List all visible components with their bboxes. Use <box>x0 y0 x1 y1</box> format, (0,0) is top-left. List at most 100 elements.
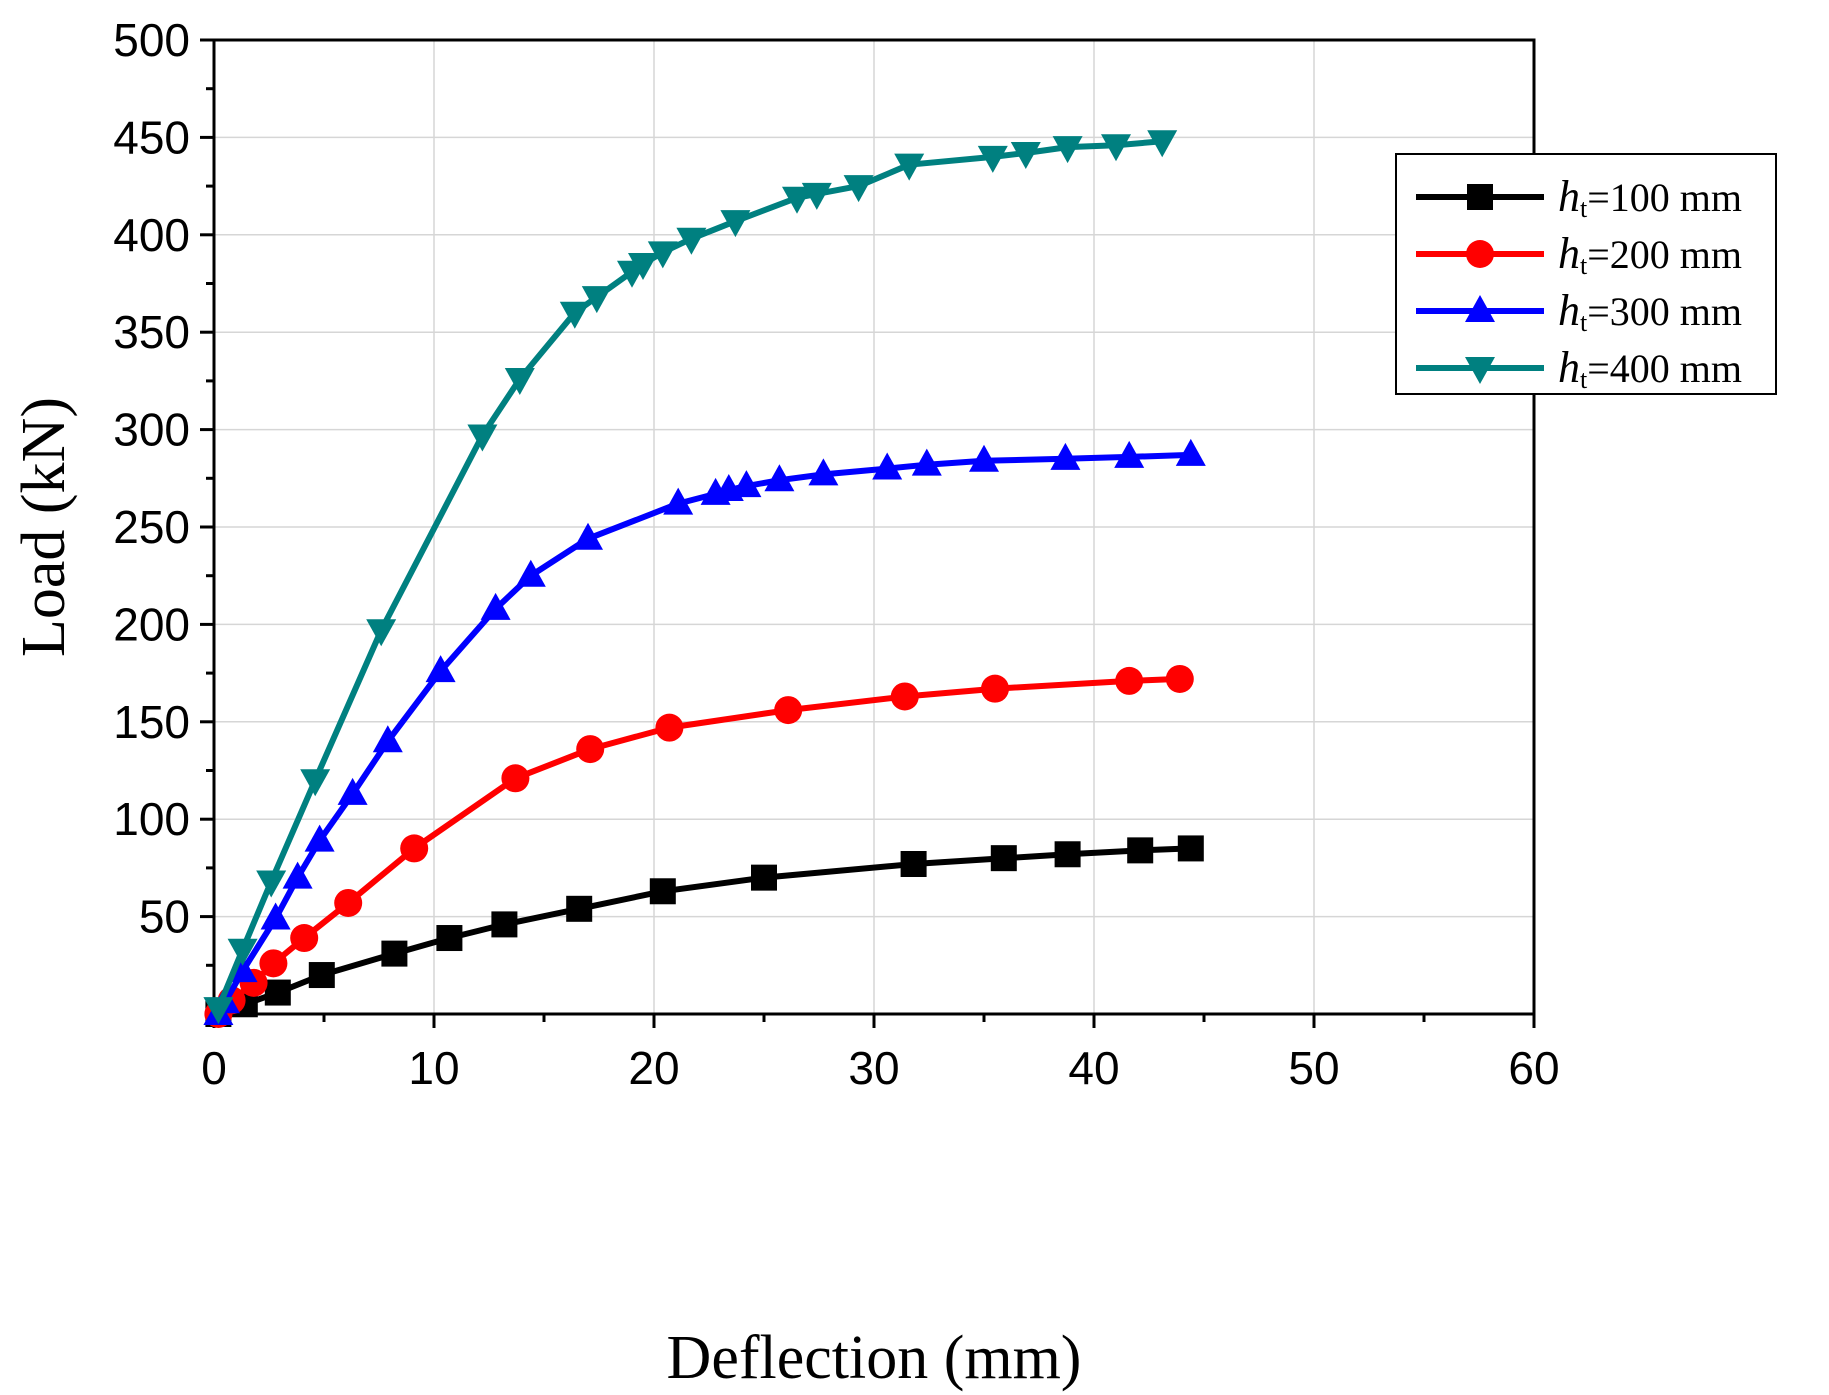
data-point <box>264 979 291 1006</box>
x-tick-label: 0 <box>201 1042 227 1094</box>
legend-label: ht=200 mm <box>1558 229 1742 280</box>
data-point <box>900 851 927 878</box>
data-point <box>308 962 335 989</box>
data-point <box>1147 130 1178 158</box>
data-point <box>436 925 463 952</box>
axis-ticks: 0 10 20 30 40 50 60 50 100 150 200 250 300 350 400 450 5… <box>113 14 1559 1094</box>
legend-swatch-marker <box>1466 240 1494 268</box>
y-axis-title: Load (kN) <box>10 397 78 657</box>
data-point <box>981 674 1009 703</box>
y-tick-label: 50 <box>139 891 190 943</box>
data-point <box>372 725 403 753</box>
data-point <box>501 764 530 793</box>
legend-item: ht=300 mm <box>1416 286 1742 337</box>
x-axis-title: Deflection (mm) <box>667 1324 1082 1392</box>
legend-label: ht=300 mm <box>1558 286 1742 337</box>
series-layer <box>203 130 1206 1028</box>
data-point <box>764 464 795 492</box>
data-point <box>872 452 903 480</box>
data-point <box>203 997 234 1025</box>
data-point <box>1114 440 1145 468</box>
data-point <box>1054 841 1081 868</box>
data-point <box>480 592 511 620</box>
y-tick-label: 500 <box>113 14 190 66</box>
series-4 <box>203 130 1178 1025</box>
data-point <box>1050 442 1081 470</box>
x-tick-label: 20 <box>628 1042 679 1094</box>
legend-label: ht=100 mm <box>1558 172 1742 223</box>
series-1 <box>205 835 1204 1027</box>
data-point <box>581 286 612 314</box>
data-point <box>290 924 319 953</box>
data-point <box>566 895 593 922</box>
data-point <box>576 735 605 764</box>
data-point <box>400 834 429 863</box>
legend-item: ht=200 mm <box>1416 229 1742 280</box>
data-point <box>491 911 518 938</box>
data-point <box>227 938 258 966</box>
data-point <box>1101 134 1131 162</box>
data-point <box>504 367 535 395</box>
data-point <box>304 824 335 852</box>
x-tick-label: 10 <box>408 1042 459 1094</box>
data-point <box>969 444 999 472</box>
data-point <box>628 253 658 281</box>
legend-swatch-marker <box>1465 295 1495 322</box>
y-tick-label: 150 <box>113 696 190 748</box>
data-point <box>381 940 408 967</box>
data-point <box>655 713 684 742</box>
x-tick-label: 50 <box>1288 1042 1339 1094</box>
data-point <box>1165 664 1194 693</box>
legend-item: ht=400 mm <box>1416 343 1742 394</box>
y-tick-label: 450 <box>113 111 190 163</box>
data-point <box>751 864 777 891</box>
legend: ht=100 mm ht=200 mm ht=300 mm ht=400 mm <box>1395 153 1777 395</box>
data-point <box>720 210 751 238</box>
data-point <box>890 682 919 711</box>
x-tick-label: 60 <box>1508 1042 1559 1094</box>
y-tick-label: 100 <box>113 793 190 845</box>
data-point <box>1175 438 1206 466</box>
data-point <box>911 448 942 476</box>
data-point <box>1115 666 1144 695</box>
data-point <box>573 522 603 550</box>
legend-swatch-marker <box>1467 184 1493 210</box>
legend-label: ht=400 mm <box>1558 343 1742 394</box>
data-point <box>774 696 803 725</box>
data-point <box>1177 835 1204 862</box>
data-point <box>649 878 676 905</box>
data-point <box>782 186 812 214</box>
data-point <box>843 175 874 203</box>
data-point <box>801 182 832 210</box>
y-tick-label: 250 <box>113 501 190 553</box>
data-point <box>731 470 762 498</box>
data-point <box>990 845 1017 872</box>
data-point <box>260 902 291 930</box>
data-point <box>676 227 707 255</box>
data-point <box>894 153 925 181</box>
series-2 <box>204 664 1194 1028</box>
data-point <box>259 949 288 978</box>
data-point <box>977 145 1008 173</box>
data-point <box>1052 136 1083 164</box>
y-tick-label: 300 <box>113 404 190 456</box>
data-point <box>663 487 694 515</box>
data-point <box>647 241 678 269</box>
data-point <box>425 655 456 683</box>
data-point <box>1010 141 1041 169</box>
y-tick-label: 350 <box>113 306 190 358</box>
legend-item: ht=100 mm <box>1416 172 1742 223</box>
data-point <box>300 769 331 797</box>
data-point <box>282 861 313 889</box>
data-point <box>334 888 363 917</box>
data-point <box>467 424 498 452</box>
data-point <box>366 619 397 647</box>
x-tick-label: 40 <box>1068 1042 1119 1094</box>
y-tick-label: 200 <box>113 598 190 650</box>
data-point <box>515 559 546 587</box>
data-point <box>256 870 287 898</box>
data-point <box>337 777 368 805</box>
legend-swatch-marker <box>1465 357 1495 384</box>
data-point <box>808 458 839 486</box>
